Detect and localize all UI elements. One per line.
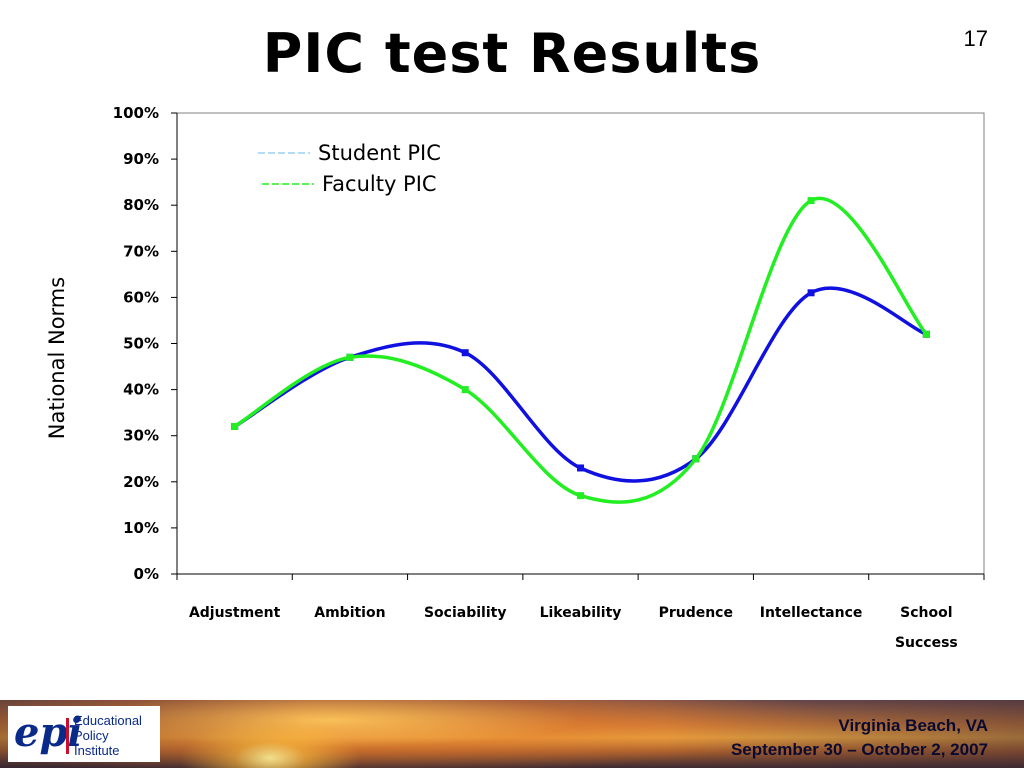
slide-title: PIC test Results — [262, 22, 762, 85]
epi-logo: epi Educational Policy Institute — [8, 706, 160, 762]
logo-divider — [66, 718, 69, 754]
footer-dates: September 30 – October 2, 2007 — [730, 740, 988, 759]
x-tick-label: Intellectance — [760, 605, 863, 621]
series-line — [233, 196, 928, 504]
data-point — [461, 349, 469, 357]
y-tick-label: 20% — [123, 473, 159, 491]
y-axis-label: National Norms — [45, 277, 69, 439]
data-point — [231, 422, 239, 430]
logo-text-line2: Policy — [74, 728, 109, 743]
sunset-image — [0, 700, 1024, 768]
legend-label: Faculty PIC — [322, 172, 437, 196]
y-tick-label: 10% — [123, 519, 159, 537]
y-tick-label: 0% — [134, 565, 159, 583]
series-student-pic — [231, 286, 930, 483]
x-tick-label: Ambition — [314, 605, 385, 621]
data-point — [807, 289, 815, 297]
x-tick-label: Prudence — [659, 605, 733, 621]
series-layer — [231, 196, 930, 504]
data-point — [577, 464, 584, 472]
footer-banner: epi Educational Policy Institute Virgini… — [0, 700, 1024, 768]
data-point — [461, 386, 469, 394]
data-point — [807, 197, 815, 205]
y-tick-label: 40% — [123, 381, 159, 399]
y-tick-label: 80% — [123, 196, 159, 214]
x-tick-label: School Success — [895, 605, 958, 651]
series-faculty-pic — [231, 196, 930, 504]
data-point — [692, 455, 700, 463]
x-tick-label: Sociability — [424, 605, 506, 621]
y-tick-label: 30% — [123, 427, 159, 445]
y-tick-label: 60% — [123, 288, 159, 306]
legend-label: Student PIC — [318, 141, 441, 165]
plot-area-frame — [176, 112, 985, 575]
footer-location: Virginia Beach, VA — [838, 716, 988, 735]
series-line — [233, 286, 928, 483]
data-point — [577, 492, 584, 500]
line-chart: 0% 10% 20% 30% 40% 50% 60% 70% 80% 90% 100% Adjustm… — [45, 104, 985, 651]
x-tick-label: Likeability — [540, 605, 622, 621]
logo-text-line3: Institute — [74, 743, 120, 758]
legend: Student PIC Faculty PIC — [258, 141, 441, 196]
data-point — [922, 330, 930, 338]
y-tick-label: 70% — [123, 242, 159, 260]
logo-mark: epi — [14, 709, 83, 756]
data-point — [346, 353, 354, 361]
x-tick-label: Adjustment — [189, 605, 281, 621]
slide-number: 17 — [963, 26, 988, 51]
y-tick-label: 100% — [113, 104, 159, 122]
axes: 0% 10% 20% 30% 40% 50% 60% 70% 80% 90% 100% Adjustm… — [113, 104, 985, 651]
logo-text-line1: Educational — [74, 713, 142, 728]
y-tick-label: 90% — [123, 150, 159, 168]
y-tick-label: 50% — [123, 335, 159, 353]
